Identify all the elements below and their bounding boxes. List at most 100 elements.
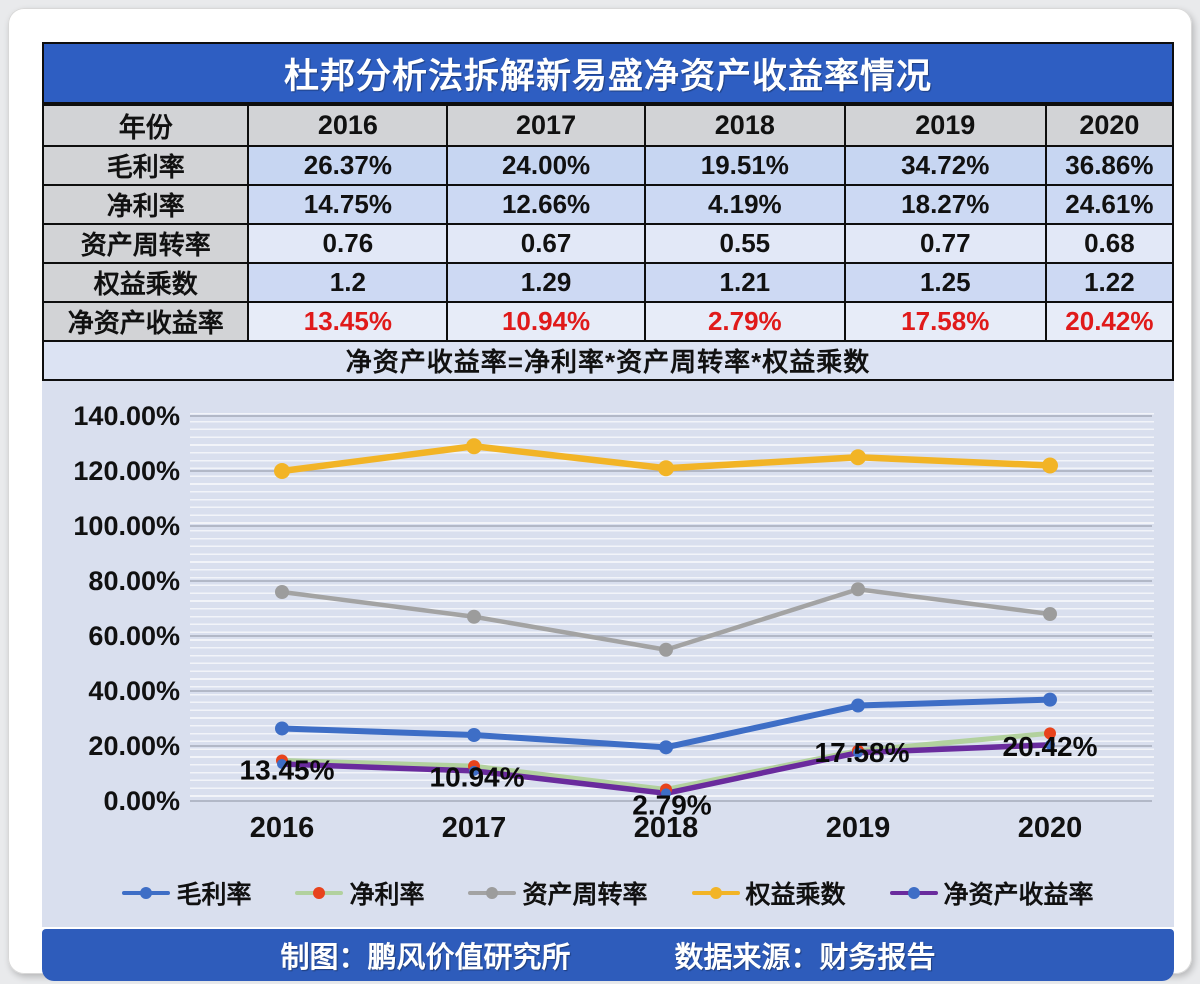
legend-marker-icon: [313, 887, 326, 899]
legend-line-marker-icon: [295, 886, 344, 900]
chart-y-axis-label: 140.00%: [73, 401, 180, 431]
table-cell: 4.19%: [643, 184, 846, 225]
table-cell: 1.21: [643, 262, 846, 303]
table-header-row: 年份 2016 2017 2018 2019 2020: [41, 104, 1175, 147]
chart-y-axis-label: 120.00%: [73, 456, 180, 486]
table-header-cell: 2016: [247, 104, 449, 147]
chart-data-point: [661, 788, 671, 799]
chart-data-point: [1043, 692, 1057, 707]
chart-data-label: 13.45%: [240, 754, 335, 785]
chart-data-label: 2.79%: [632, 790, 711, 821]
table-cell: 12.66%: [446, 184, 646, 225]
chart-y-axis-label: 100.00%: [73, 511, 180, 541]
chart-series-line-3: [279, 587, 1053, 652]
chart-data-label: 20.42%: [1003, 731, 1098, 762]
chart-plot: 0.00% 20.00% 40.00% 60.00% 80.00% 100.00% 120.…: [73, 401, 1152, 844]
table-cell: 0.77: [843, 223, 1047, 264]
legend-line-marker-icon: [122, 886, 171, 900]
chart-data-point: [659, 740, 673, 755]
chart-data-point: [469, 765, 479, 776]
content-panel: 杜邦分析法拆解新易盛净资产收益率情况 年份 2016 2017 2018 2019 202…: [41, 42, 1175, 981]
table-cell: 1.29: [446, 262, 646, 303]
table-cell: 13.45%: [247, 301, 449, 342]
table-cell: 24.61%: [1044, 184, 1175, 225]
chart-data-point: [274, 463, 290, 479]
chart-data-point: [851, 582, 865, 597]
chart-data-point: [275, 585, 289, 599]
table-cell: 34.72%: [843, 145, 1047, 186]
page-title: 杜邦分析法拆解新易盛净资产收益率情况: [283, 56, 932, 96]
title-bar: 杜邦分析法拆解新易盛净资产收益率情况: [42, 42, 1174, 104]
legend-marker-icon: [907, 887, 920, 899]
table-cell: 14.75%: [247, 184, 449, 225]
table-row: 毛利率 26.37% 24.00% 19.51% 34.72% 36.86%: [41, 145, 1175, 186]
table-header-cell: 2017: [446, 104, 646, 147]
chart-x-axis-label: 2019: [826, 812, 891, 844]
legend-item: 净利率: [295, 875, 424, 911]
outer-frame: 杜邦分析法拆解新易盛净资产收益率情况 年份 2016 2017 2018 2019 202…: [8, 8, 1192, 981]
chart-x-axis-label: 2017: [442, 812, 507, 844]
legend-item: 资产周转率: [468, 875, 648, 911]
chart-data-point: [467, 609, 481, 624]
legend-label: 净资产收益率: [943, 881, 1094, 909]
roe-chart: 0.00% 20.00% 40.00% 60.00% 80.00% 100.00% 120.…: [42, 381, 1174, 927]
table-header-cell: 2020: [1044, 104, 1175, 147]
chart-y-axis-label: 80.00%: [88, 566, 180, 596]
chart-data-label: 10.94%: [430, 761, 525, 792]
dupont-table: 年份 2016 2017 2018 2019 2020 毛利率 26.37% 24.00% 19.…: [41, 104, 1175, 381]
row-label: 权益乘数: [41, 262, 250, 303]
chart-y-axis-label: 0.00%: [103, 786, 180, 816]
table-cell: 36.86%: [1044, 145, 1175, 186]
chart-y-axis-label: 20.00%: [88, 731, 180, 761]
table-cell: 20.42%: [1044, 301, 1175, 342]
chart-data-point: [1045, 739, 1055, 750]
row-label: 净利率: [41, 184, 250, 225]
row-label: 资产周转率: [41, 223, 250, 264]
legend-marker-icon: [140, 887, 153, 899]
table-cell: 26.37%: [247, 145, 449, 186]
legend-item: 净资产收益率: [889, 875, 1094, 911]
table-row: 权益乘数 1.2 1.29 1.21 1.25 1.22: [41, 262, 1175, 303]
chart-data-point: [275, 721, 289, 736]
chart-data-point: [467, 728, 481, 742]
table-header-cell: 2018: [643, 104, 846, 147]
legend-item: 毛利率: [122, 875, 251, 911]
chart-data-point: [850, 449, 866, 466]
table-cell: 0.76: [247, 223, 449, 264]
chart-data-point: [658, 460, 674, 477]
legend-line-marker-icon: [468, 886, 517, 900]
legend-line-marker-icon: [691, 886, 740, 900]
chart-x-axis-label: 2016: [250, 812, 315, 844]
footer-bar: 制图：鹏风价值研究所 数据来源：财务报告: [42, 929, 1174, 981]
table-row: 净利率 14.75% 12.66% 4.19% 18.27% 24.61%: [41, 184, 1175, 225]
table-cell: 18.27%: [843, 184, 1047, 225]
table-cell: 1.2: [247, 262, 449, 303]
table-cell: 2.79%: [643, 301, 846, 342]
legend-line-marker-icon: [889, 886, 938, 900]
chart-data-point: [659, 642, 673, 657]
chart-series-line-1: [279, 696, 1053, 751]
footer-credit: 制图：鹏风价值研究所: [280, 942, 571, 974]
table-cell: 19.51%: [643, 145, 846, 186]
chart-data-point: [1043, 607, 1057, 621]
legend-item: 权益乘数: [691, 875, 846, 911]
chart-data-point: [851, 698, 865, 713]
legend-marker-icon: [709, 887, 722, 899]
chart-data-point: [1044, 727, 1056, 740]
formula-row: 净资产收益率=净利率*资产周转率*权益乘数: [42, 340, 1174, 381]
table-cell: 10.94%: [446, 301, 646, 342]
chart-y-axis-label: 60.00%: [88, 621, 180, 651]
chart-x-axis-label: 2020: [1018, 812, 1083, 844]
table-cell: 1.22: [1044, 262, 1175, 303]
chart-y-axis-label: 40.00%: [88, 676, 180, 706]
table-cell: 0.67: [446, 223, 646, 264]
table-cell: 0.68: [1044, 223, 1175, 264]
legend-label: 毛利率: [176, 881, 252, 909]
chart-data-point: [1042, 457, 1058, 474]
year-header-cell: 年份: [41, 104, 250, 147]
legend-label: 权益乘数: [745, 881, 846, 909]
chart-data-point: [466, 438, 482, 455]
table-cell: 17.58%: [843, 301, 1047, 342]
row-label: 净资产收益率: [41, 301, 250, 342]
